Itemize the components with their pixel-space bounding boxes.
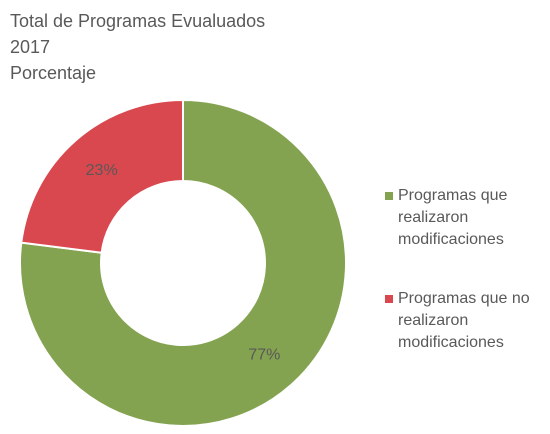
legend-line: realizaron <box>398 312 468 329</box>
chart-title: 2017 <box>10 37 50 57</box>
legend-line: modificaciones <box>398 334 504 351</box>
data-label: 23% <box>86 162 118 179</box>
donut-slice <box>20 98 184 254</box>
legend-line: modificaciones <box>398 231 504 248</box>
chart-title: Porcentaje <box>10 63 96 83</box>
legend-line: Programas que <box>398 187 507 204</box>
legend-swatch <box>385 192 393 200</box>
chart-title: Total de Programas Evualuados <box>10 11 265 31</box>
legend-label: Programas que realizaron modificaciones <box>398 187 507 248</box>
data-label: 77% <box>248 346 280 363</box>
donut-slice <box>19 98 347 427</box>
legend-line: realizaron <box>398 209 468 226</box>
legend-label: Programas que no realizaron modificaciones <box>398 290 530 351</box>
legend-swatch <box>385 295 393 303</box>
legend-line: Programas que no <box>398 290 530 307</box>
